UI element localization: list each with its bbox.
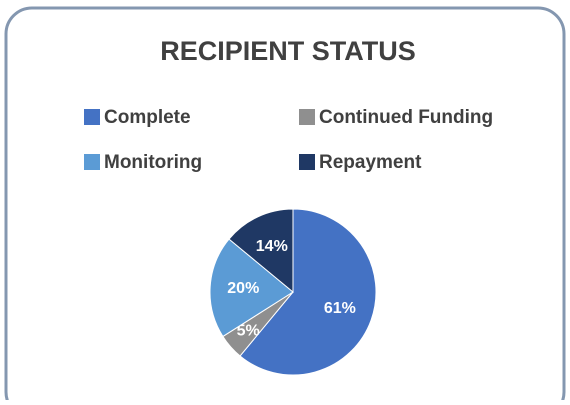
legend-swatch	[299, 109, 315, 125]
legend-label: Repayment	[319, 152, 422, 173]
legend-swatch	[84, 109, 100, 125]
legend-label: Monitoring	[104, 152, 202, 173]
legend-swatch	[84, 154, 100, 170]
data-label: 14%	[256, 238, 288, 255]
data-label: 20%	[227, 280, 259, 297]
pie-slice	[239, 208, 377, 376]
pie-slice	[228, 208, 294, 294]
chart-title: RECIPIENT STATUS	[160, 36, 416, 66]
data-label: 5%	[237, 323, 260, 340]
legend-label: Complete	[104, 107, 191, 128]
legend-label: Continued Funding	[319, 107, 493, 128]
chart-frame	[4, 6, 566, 405]
legend-swatch	[299, 154, 315, 170]
data-label: 61%	[324, 300, 356, 317]
pie-slice	[209, 238, 294, 338]
